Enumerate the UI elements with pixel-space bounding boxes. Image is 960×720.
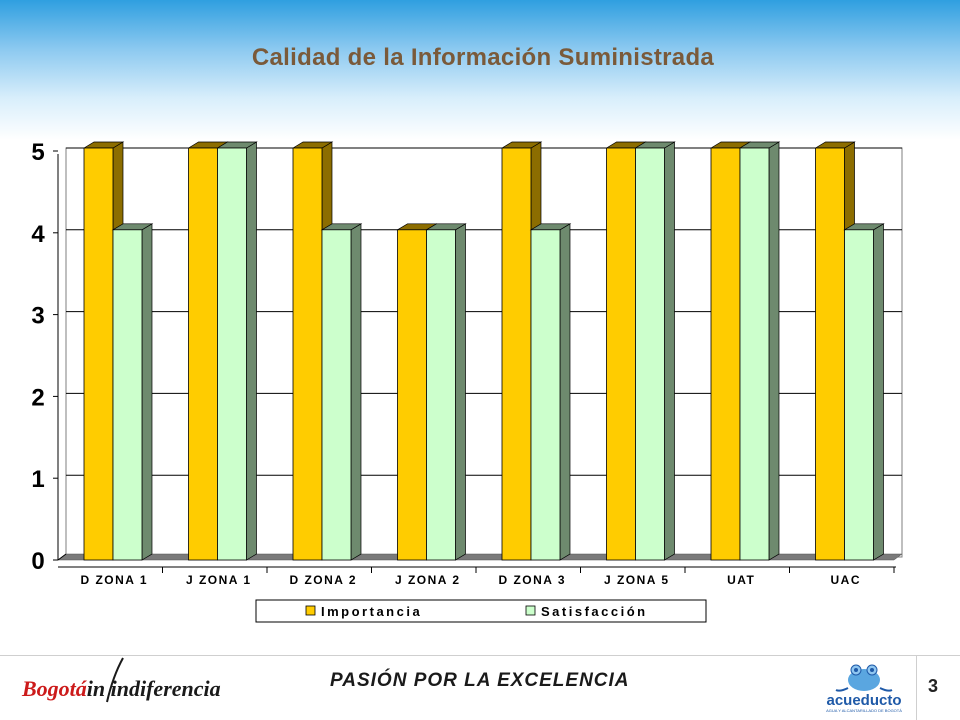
bar-satisfaccion — [216, 141, 258, 561]
bars — [82, 141, 885, 561]
bar-satisfaccion — [529, 223, 572, 561]
bar-satisfaccion — [843, 223, 885, 561]
bar-side — [873, 223, 884, 561]
axes: 0 1 2 3 4 5 D ZONA 1 J ZONA 1 D ZONA 2 J ZONA 2 D … — [31, 139, 896, 587]
legend: Importancia Satisfacción — [255, 599, 707, 623]
x-tick-label: J ZONA 5 — [604, 573, 670, 587]
bar-front — [815, 147, 845, 561]
footer-vertical-divider — [916, 655, 917, 720]
y-tick-label: 4 — [31, 221, 45, 248]
x-tick-label: UAT — [727, 573, 755, 587]
legend-label: Importancia — [321, 604, 422, 619]
bar-front — [217, 147, 247, 561]
bar-side — [768, 141, 780, 561]
bar-satisfaccion — [111, 223, 154, 561]
x-tick-label: D ZONA 3 — [498, 573, 566, 587]
footer-divider — [0, 655, 960, 656]
bar-front — [188, 147, 218, 561]
y-tick-label: 2 — [31, 384, 44, 411]
bar-satisfaccion — [425, 223, 467, 561]
footer-slogan: PASIÓN POR LA EXCELENCIA — [330, 670, 630, 691]
brand-slash-icon — [106, 657, 124, 703]
bar-front — [844, 229, 874, 561]
header-gradient-band — [0, 0, 960, 140]
bar-front — [292, 147, 323, 561]
legend-swatch — [525, 605, 536, 616]
x-tick-label: J ZONA 1 — [186, 573, 252, 587]
bar-side — [455, 223, 466, 561]
slide-title: Calidad de la Información Suministrada — [251, 44, 715, 71]
bar-front — [83, 147, 114, 561]
y-tick-label: 0 — [31, 548, 44, 575]
bar-front — [397, 229, 427, 561]
bar-front — [321, 229, 352, 561]
bar-front — [635, 147, 665, 561]
acueducto-logo: acueducto AGUA Y ALCANTARILLADO DE BOGOT… — [826, 660, 902, 716]
bar-side — [350, 223, 362, 561]
logo-subtitle: AGUA Y ALCANTARILLADO DE BOGOTÁ — [826, 708, 902, 713]
bar-chart: 0 1 2 3 4 5 D ZONA 1 J ZONA 1 D ZONA 2 J ZONA 2 D … — [31, 139, 903, 623]
bar-front — [112, 229, 143, 561]
brand-rest-text: in indiferencia — [86, 676, 221, 701]
frog-icon — [835, 664, 893, 692]
bar-front — [606, 147, 636, 561]
x-tick-label: UAC — [831, 573, 862, 587]
y-tick-label: 3 — [31, 303, 44, 330]
bar-front — [501, 147, 532, 561]
bar-satisfaccion — [738, 141, 781, 561]
page-number: 3 — [928, 676, 939, 696]
bar-satisfaccion — [634, 141, 676, 561]
x-tick-label: D ZONA 2 — [289, 573, 357, 587]
x-tick-label: J ZONA 2 — [395, 573, 461, 587]
bar-front — [426, 229, 456, 561]
bar-side — [664, 141, 675, 561]
y-tick-label: 1 — [31, 466, 44, 493]
legend-label: Satisfacción — [541, 604, 648, 619]
bar-satisfaccion — [320, 223, 363, 561]
bar-front — [530, 229, 561, 561]
bogota-brand-logo: Bogotáin indiferencia — [22, 676, 221, 702]
y-axis-base — [57, 553, 67, 561]
bar-front — [710, 147, 741, 561]
bar-side — [559, 223, 571, 561]
bar-side — [141, 223, 153, 561]
legend-swatch — [305, 605, 316, 616]
y-tick-label: 5 — [31, 139, 44, 166]
bar-side — [246, 141, 257, 561]
x-tick-label: D ZONA 1 — [80, 573, 148, 587]
brand-red-text: Bogotá — [22, 676, 87, 701]
logo-wordmark: acueducto — [826, 692, 902, 709]
bar-front — [739, 147, 770, 561]
legend-box — [255, 599, 707, 623]
